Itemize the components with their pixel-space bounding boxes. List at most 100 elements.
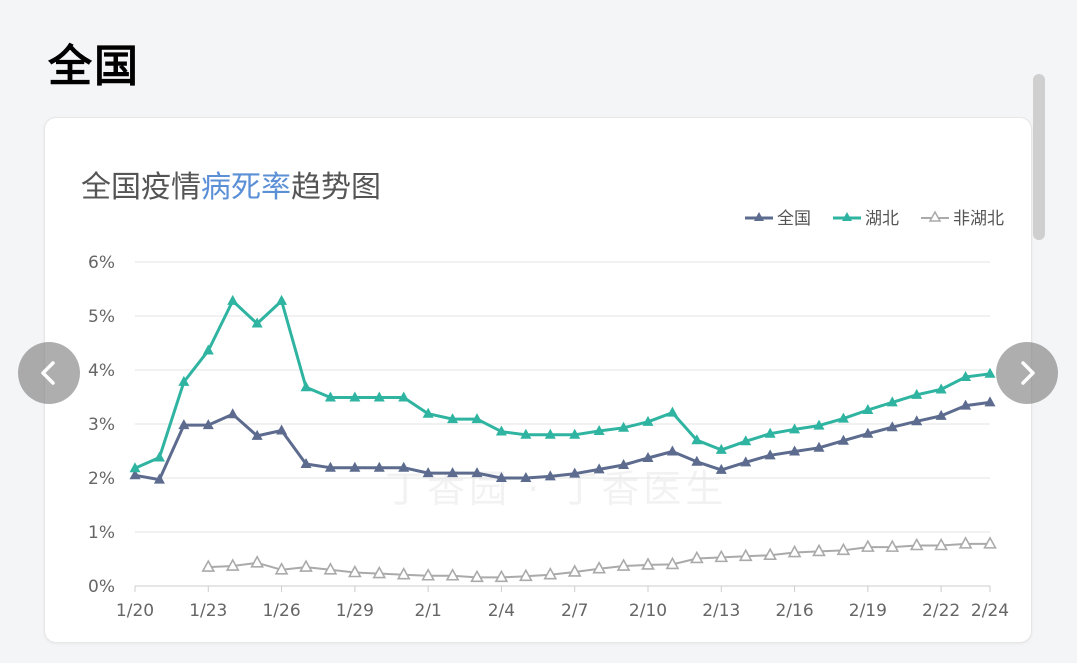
data-point-0 xyxy=(642,452,654,463)
data-point-1 xyxy=(593,425,605,436)
data-point-1 xyxy=(520,428,532,439)
data-point-2 xyxy=(323,562,338,575)
legend-label-hubei: 湖北 xyxy=(865,209,899,229)
data-point-0 xyxy=(740,456,752,467)
y-tick-label: 3% xyxy=(88,415,115,435)
data-point-0 xyxy=(715,463,727,474)
y-tick-label: 6% xyxy=(88,253,115,273)
data-point-1 xyxy=(862,403,874,414)
data-point-0 xyxy=(764,449,776,460)
y-tick-label: 2% xyxy=(88,469,115,489)
data-point-0 xyxy=(227,408,239,419)
chart-card: 全国疫情病死率趋势图 全国 湖北 非湖北 丁香园 · 丁香医生 0% 1% 2% 3%… xyxy=(44,117,1032,643)
data-point-0 xyxy=(251,429,263,440)
data-point-0 xyxy=(129,469,141,480)
data-point-2 xyxy=(616,558,631,571)
data-point-0 xyxy=(373,461,385,472)
data-point-0 xyxy=(911,415,923,426)
x-tick-label: 2/13 xyxy=(702,601,740,621)
data-point-1 xyxy=(129,462,141,473)
y-tick-label: 5% xyxy=(88,307,115,327)
data-point-2 xyxy=(714,549,729,563)
data-point-0 xyxy=(471,467,483,478)
data-point-2 xyxy=(470,569,484,583)
data-point-1 xyxy=(495,425,507,436)
data-point-1 xyxy=(960,371,972,382)
series-line-0 xyxy=(134,400,991,482)
data-point-1 xyxy=(569,428,581,439)
legend-hubei-marker-icon xyxy=(833,211,861,221)
legend-national-marker-icon xyxy=(745,211,773,221)
scrollbar[interactable] xyxy=(1033,74,1045,240)
data-point-1 xyxy=(153,451,165,462)
data-point-0 xyxy=(666,445,678,456)
x-tick-label: 2/19 xyxy=(849,601,887,621)
legend-item-non-hubei[interactable]: 非湖北 xyxy=(921,204,1004,229)
data-point-2 xyxy=(641,557,655,570)
data-point-0 xyxy=(813,441,825,452)
x-tick-label: 1/26 xyxy=(262,601,300,621)
data-point-1 xyxy=(300,381,312,392)
data-point-2 xyxy=(885,539,900,552)
legend-item-hubei[interactable]: 湖北 xyxy=(833,204,899,229)
carousel-prev-button[interactable] xyxy=(18,342,80,404)
carousel-next-button[interactable] xyxy=(996,342,1058,404)
data-point-0 xyxy=(202,419,214,430)
data-point-1 xyxy=(398,391,410,402)
data-point-2 xyxy=(567,564,582,577)
legend-non-hubei-marker-icon xyxy=(921,209,949,222)
chart-title-part1: 全国疫情 xyxy=(81,170,201,205)
data-point-0 xyxy=(398,461,410,472)
data-point-1 xyxy=(886,396,898,407)
x-tick-label: 2/1 xyxy=(414,601,441,621)
data-point-0 xyxy=(618,459,630,470)
data-point-2 xyxy=(445,568,460,581)
data-point-1 xyxy=(544,428,556,439)
data-point-0 xyxy=(984,396,996,407)
x-tick-label: 2/10 xyxy=(629,601,667,621)
data-point-0 xyxy=(544,470,556,481)
data-point-1 xyxy=(276,294,288,305)
data-point-2 xyxy=(250,555,264,568)
section-title: 全国 xyxy=(48,41,140,92)
y-tick-label: 4% xyxy=(88,361,115,381)
data-point-1 xyxy=(691,434,703,445)
data-point-2 xyxy=(421,568,435,581)
data-point-1 xyxy=(373,391,385,402)
y-tick-label: 0% xyxy=(88,577,115,597)
x-tick-label: 1/20 xyxy=(116,601,154,621)
data-point-2 xyxy=(396,566,411,580)
data-point-0 xyxy=(960,399,972,410)
data-point-1 xyxy=(740,435,752,446)
data-point-2 xyxy=(836,542,851,556)
data-point-1 xyxy=(471,413,483,424)
y-tick-label: 1% xyxy=(88,523,115,543)
data-point-1 xyxy=(666,406,678,417)
series-line-1 xyxy=(134,299,991,470)
data-point-2 xyxy=(348,564,362,578)
x-tick-label: 1/29 xyxy=(336,601,374,621)
data-point-0 xyxy=(520,472,532,482)
data-point-1 xyxy=(618,421,630,432)
data-point-2 xyxy=(983,536,997,549)
data-point-1 xyxy=(715,443,727,454)
data-point-1 xyxy=(227,294,239,305)
data-point-0 xyxy=(178,419,190,430)
data-point-2 xyxy=(958,536,973,549)
data-point-0 xyxy=(691,455,703,466)
data-point-1 xyxy=(837,412,849,423)
data-point-2 xyxy=(909,537,924,551)
line-chart: 0% 1% 2% 3% 4% 5% 6% 1/20 1/23 1/26 1/29 2/1 2/4 2/7 2… xyxy=(88,253,1009,621)
data-point-2 xyxy=(861,539,875,552)
legend-item-national[interactable]: 全国 xyxy=(745,204,811,229)
data-point-2 xyxy=(274,562,289,575)
data-point-1 xyxy=(935,383,947,394)
x-tick-label: 2/4 xyxy=(488,601,515,621)
data-point-0 xyxy=(789,445,801,456)
data-point-2 xyxy=(934,537,948,551)
chart-legend: 全国 湖北 非湖北 xyxy=(745,204,1004,229)
data-point-1 xyxy=(324,391,336,402)
data-point-1 xyxy=(984,367,996,378)
data-point-1 xyxy=(202,344,214,355)
data-point-2 xyxy=(690,550,704,564)
